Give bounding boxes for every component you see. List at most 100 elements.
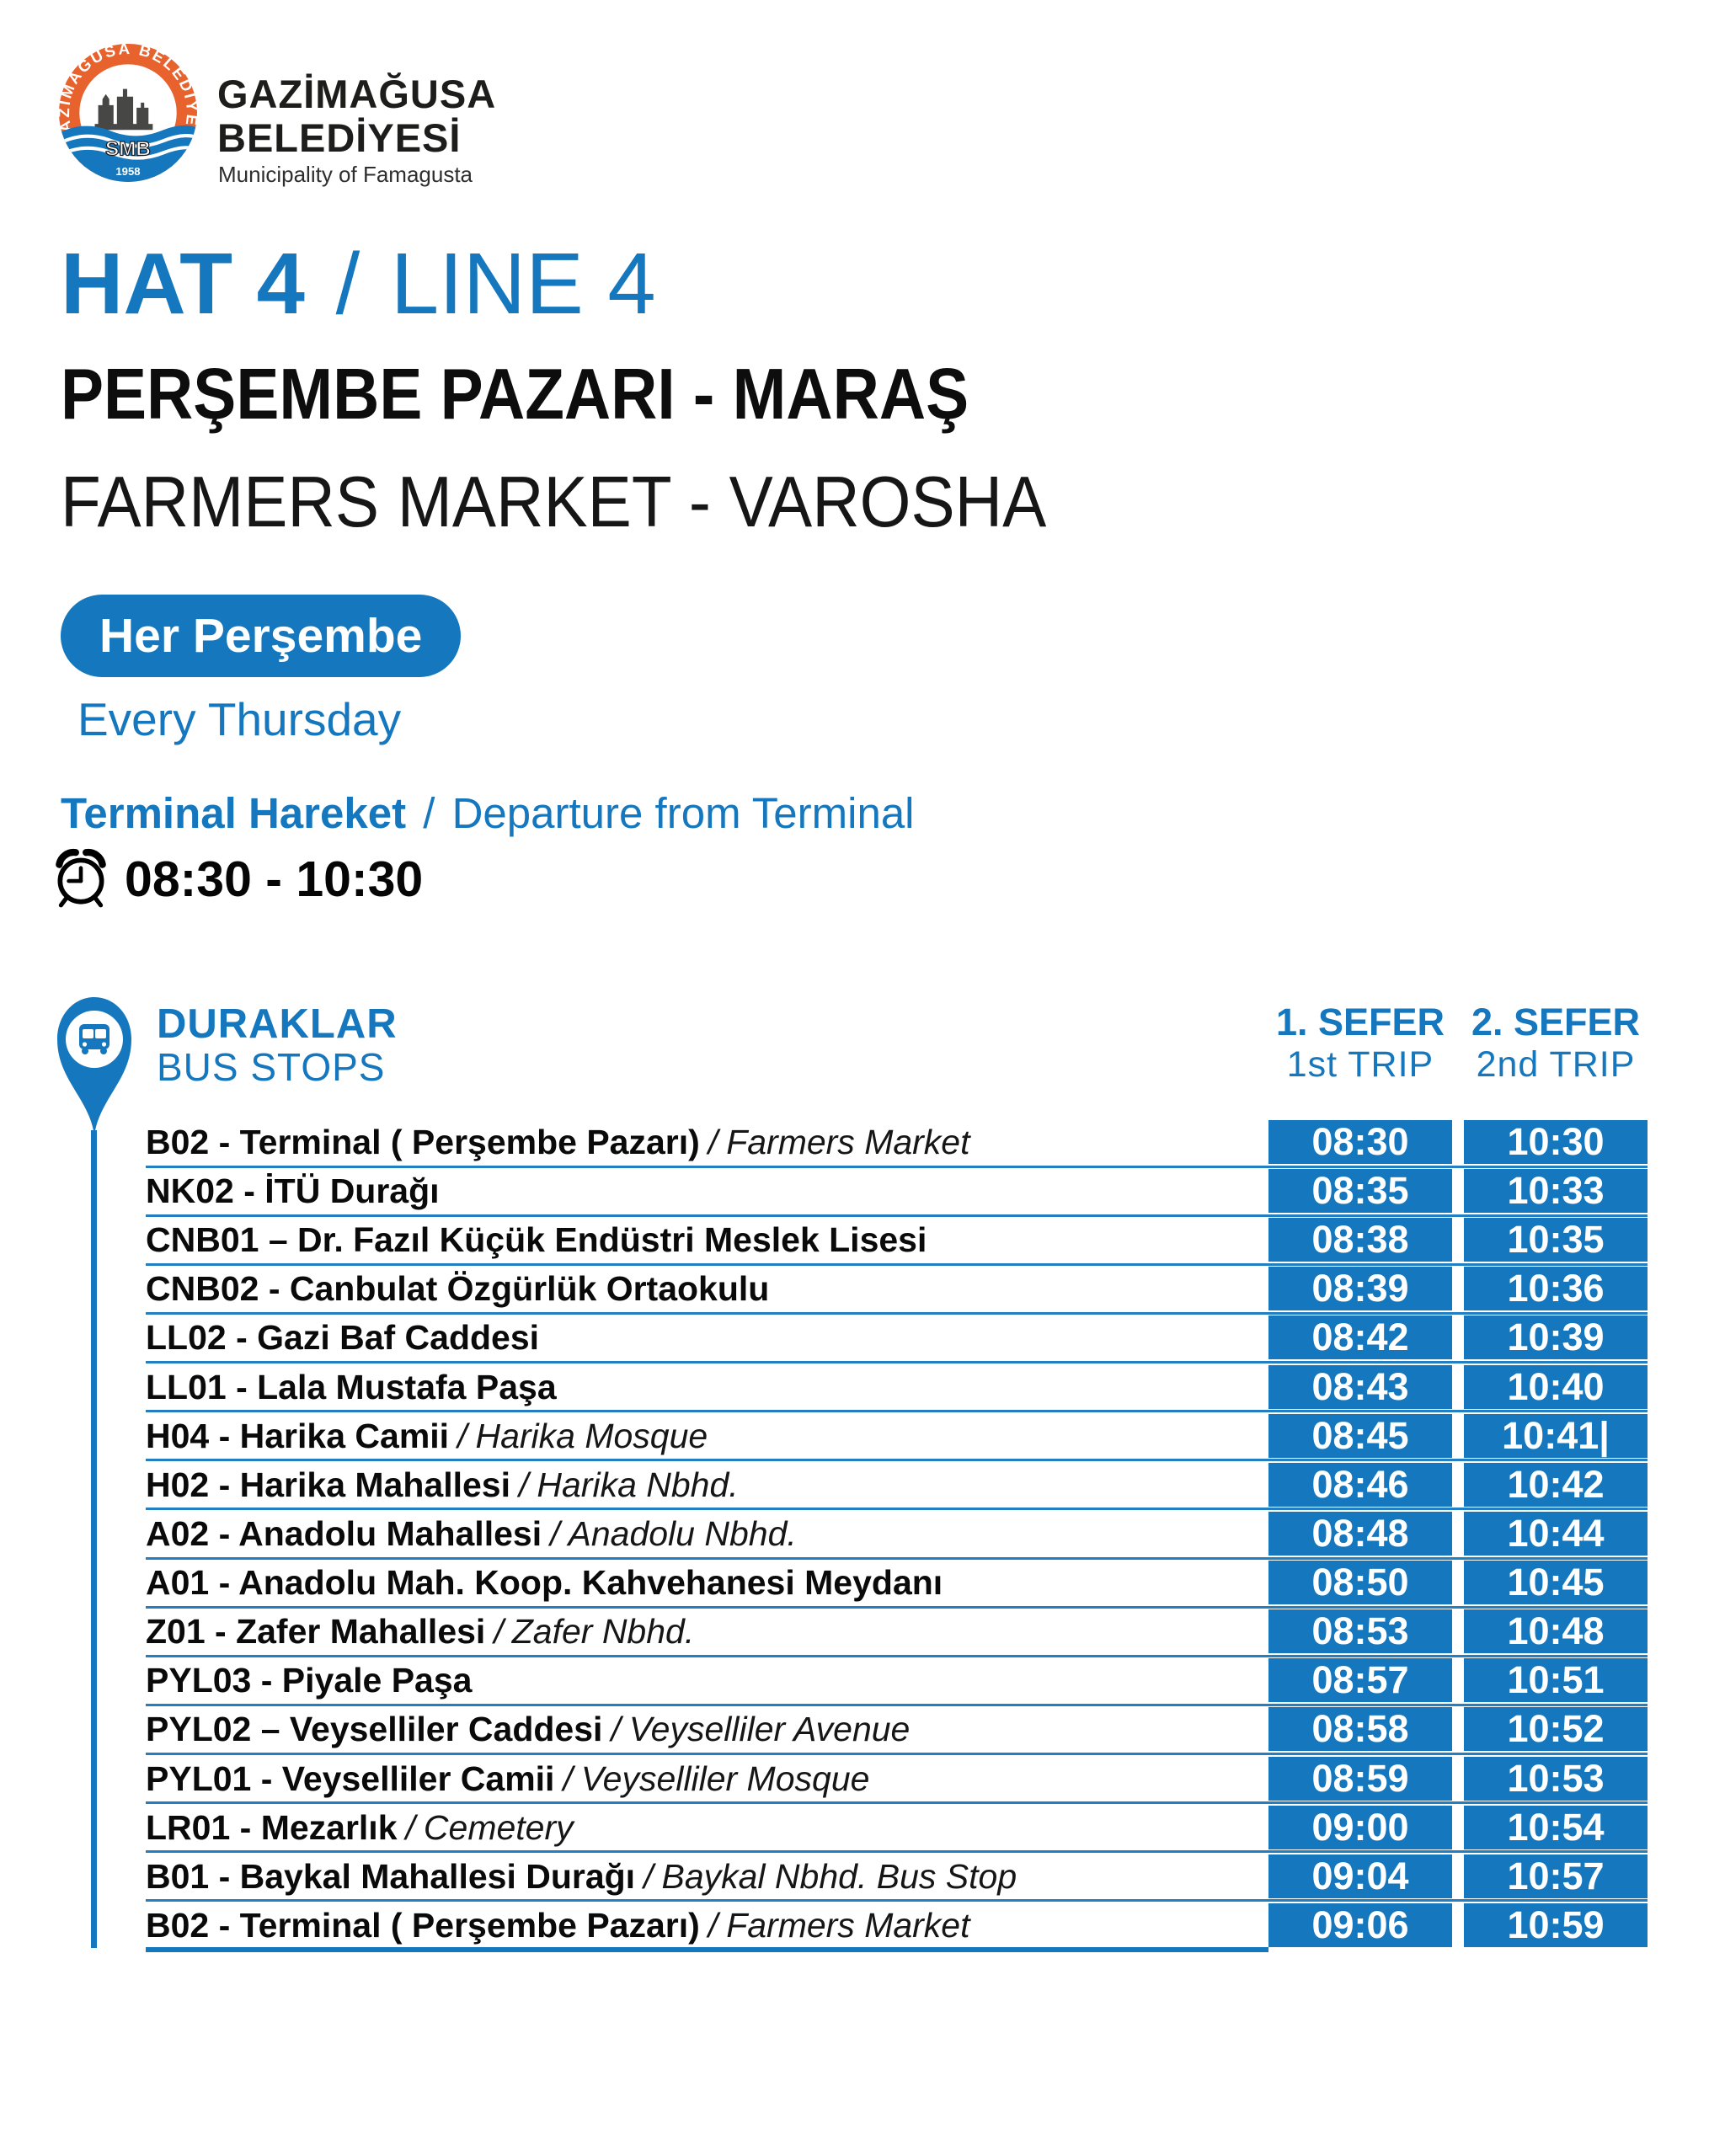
stop-name: A01 - Anadolu Mah. Koop. Kahvehanesi Mey…	[146, 1563, 943, 1603]
departure-heading-en: Departure from Terminal	[451, 789, 915, 837]
stop-name-english: Veyselliler Avenue	[628, 1710, 911, 1749]
stop-name-english: Farmers Market	[726, 1123, 970, 1161]
table-row: CNB01 – Dr. Fazıl Küçük Endüstri Meslek …	[146, 1215, 1263, 1264]
stop-name: LL01 - Lala Mustafa Paşa	[146, 1367, 557, 1406]
row-separator	[146, 1850, 1648, 1854]
trip2-time-cell: 10:39	[1464, 1315, 1648, 1360]
schedule-badge: Her Perşembe	[61, 595, 462, 677]
trip2-time-cell: 10:57	[1464, 1854, 1648, 1898]
trip1-time-cell: 09:06	[1268, 1903, 1452, 1947]
trip1-time-cell: 08:57	[1268, 1658, 1452, 1703]
trip1-time-cell: 08:42	[1268, 1315, 1452, 1360]
trip1-time-cell: 08:53	[1268, 1609, 1452, 1654]
row-separator	[146, 1703, 1648, 1706]
table-row: LL02 - Gazi Baf Caddesi/	[146, 1313, 1263, 1362]
municipality-logo: GAZİMAĞUSA BELEDİYESİ SMB 1958	[57, 42, 199, 182]
table-row: PYL03 - Piyale Paşa/	[146, 1656, 1263, 1705]
trip2-time-cell: 10:40	[1464, 1364, 1648, 1409]
table-row: LR01 - Mezarlık / Cemetery	[146, 1803, 1263, 1852]
bus-icon	[79, 1024, 109, 1054]
stop-name-separator: /	[550, 1513, 560, 1553]
trip1-header-en: 1st TRIP	[1286, 1044, 1434, 1085]
table-row: LL01 - Lala Mustafa Paşa/	[146, 1363, 1263, 1412]
departure-heading-separator: /	[423, 789, 435, 837]
stop-name: LL02 - Gazi Baf Caddesi	[146, 1318, 540, 1358]
table-row: B02 - Terminal ( Perşembe Pazarı) / Farmer…	[146, 1118, 1263, 1166]
trip2-time-cell: 10:36	[1464, 1267, 1648, 1311]
stop-name-english: Harika Mosque	[475, 1416, 708, 1455]
trip2-time-cell: 10:44	[1464, 1511, 1648, 1556]
trip2-time-cell: 10:52	[1464, 1707, 1648, 1752]
org-name-line2: BELEDİYESİ	[217, 115, 462, 160]
table-row: CNB02 - Canbulat Özgürlük Ortaokulu/	[146, 1264, 1263, 1313]
trip2-time-cell: 10:45	[1464, 1561, 1648, 1605]
table-row: B02 - Terminal ( Perşembe Pazarı) / Farmer…	[146, 1901, 1263, 1950]
row-separator	[146, 1556, 1648, 1560]
stop-name: B02 - Terminal ( Perşembe Pazarı)	[146, 1905, 700, 1945]
stops-header-en: BUS STOPS	[157, 1045, 386, 1089]
line-title-separator: /	[335, 235, 360, 332]
trip1-time-cell: 08:39	[1268, 1267, 1452, 1311]
stop-name: PYL03 - Piyale Paşa	[146, 1661, 473, 1700]
row-separator	[146, 1165, 1648, 1168]
trip1-time-cell: 08:59	[1268, 1756, 1452, 1801]
row-separator	[146, 1262, 1648, 1266]
stop-name-english: Zafer Nbhd.	[511, 1612, 695, 1652]
stop-name: PYL01 - Veyselliler Camii	[146, 1758, 555, 1798]
line-title-en: LINE 4	[390, 235, 656, 332]
table-row: A02 - Anadolu Mahallesi / Anadolu Nbhd.	[146, 1509, 1263, 1558]
trip1-time-cell: 09:00	[1268, 1805, 1452, 1849]
trip1-time-cell: 08:38	[1268, 1218, 1452, 1262]
stop-name-separator: /	[405, 1807, 415, 1847]
stop-name: H02 - Harika Mahallesi	[146, 1465, 510, 1504]
row-separator	[146, 1459, 1648, 1462]
pin-tail-line	[91, 1130, 97, 1948]
trip2-time-cell: 10:33	[1464, 1169, 1648, 1214]
row-separator	[146, 1654, 1648, 1657]
stop-name: Z01 - Zafer Mahallesi	[146, 1612, 486, 1652]
trip2-time-cell: 10:59	[1464, 1903, 1648, 1947]
row-separator	[146, 1605, 1648, 1609]
stop-name-english: Harika Nbhd.	[537, 1465, 739, 1504]
stop-name-separator: /	[611, 1710, 621, 1749]
trip2-time-cell: 10:53	[1464, 1756, 1648, 1801]
stop-name-english: Veyselliler Mosque	[580, 1758, 870, 1798]
stop-name-english: Farmers Market	[726, 1905, 970, 1945]
stop-name: A02 - Anadolu Mahallesi	[146, 1513, 542, 1553]
row-separator	[146, 1214, 1648, 1217]
departure-times: 08:30 - 10:30	[125, 851, 424, 907]
logo-year: 1958	[115, 165, 140, 178]
trip1-time-cell: 08:30	[1268, 1120, 1452, 1164]
alarm-clock-icon	[56, 848, 106, 908]
trip2-time-cell: 10:48	[1464, 1609, 1648, 1654]
trip1-time-cell: 08:45	[1268, 1413, 1452, 1458]
trip1-time-cell: 09:04	[1268, 1854, 1452, 1898]
logo-monogram: SMB	[105, 138, 151, 161]
schedule-badge-english: Every Thursday	[77, 693, 402, 745]
table-row: B01 - Baykal Mahallesi Durağı / Baykal Nbh…	[146, 1852, 1263, 1901]
trip2-header-en: 2nd TRIP	[1476, 1044, 1636, 1085]
table-row: NK02 - İTÜ Durağı/	[146, 1166, 1263, 1215]
trip1-time-cell: 08:50	[1268, 1561, 1452, 1605]
stop-name: B01 - Baykal Mahallesi Durağı	[146, 1856, 636, 1896]
stop-name-english: Cemetery	[423, 1807, 574, 1847]
trip1-header-tr: 1. SEFER	[1275, 1001, 1445, 1043]
stop-name-separator: /	[708, 1123, 718, 1161]
stop-name-separator: /	[644, 1856, 654, 1896]
trip1-time-cell: 08:58	[1268, 1707, 1452, 1752]
stop-name: CNB01 – Dr. Fazıl Küçük Endüstri Meslek …	[146, 1220, 927, 1260]
row-separator	[146, 1361, 1648, 1364]
trip1-time-cell: 08:48	[1268, 1511, 1452, 1556]
stop-name: H04 - Harika Camii	[146, 1416, 450, 1455]
row-separator	[146, 1311, 1648, 1315]
stop-name: PYL02 – Veyselliler Caddesi	[146, 1710, 603, 1749]
stop-name-separator: /	[457, 1416, 467, 1455]
org-name-english: Municipality of Famagusta	[218, 162, 473, 187]
trip2-time-cell: 10:42	[1464, 1462, 1648, 1507]
stop-name-separator: /	[518, 1465, 529, 1504]
trip2-header-tr: 2. SEFER	[1471, 1001, 1641, 1043]
trip1-time-cell: 08:43	[1268, 1364, 1452, 1409]
row-separator	[146, 1410, 1648, 1413]
trip2-time-cell: 10:35	[1464, 1218, 1648, 1262]
